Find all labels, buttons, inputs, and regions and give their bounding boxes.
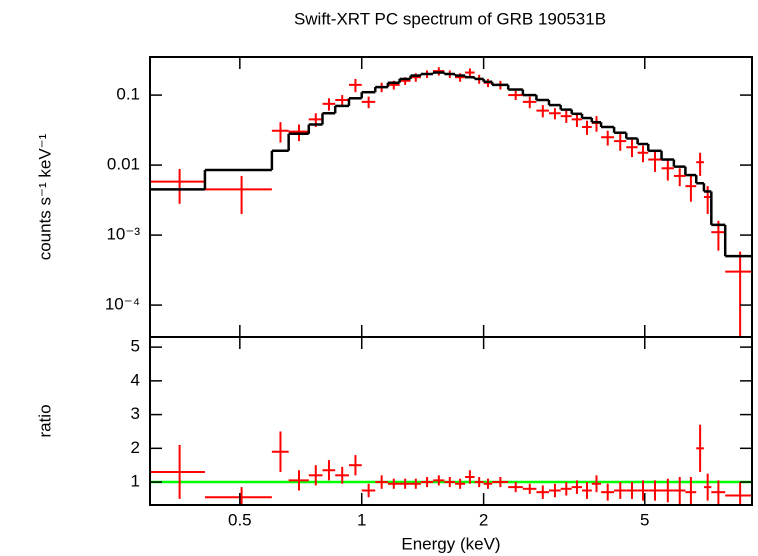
y-tick-label: 1 — [131, 472, 140, 491]
plot-frame — [149, 336, 753, 506]
y-tick-label: 2 — [131, 438, 140, 457]
y-tick-label: 10⁻³ — [106, 225, 140, 244]
y-tick-label: 0.01 — [107, 155, 140, 174]
plot-area — [150, 67, 752, 337]
x-axis-label: Energy (keV) — [401, 534, 500, 553]
plot-frame — [149, 56, 753, 338]
y-axis-label: ratio — [35, 404, 54, 437]
x-tick-label: 1 — [357, 510, 366, 529]
y-axis-label: counts s⁻¹ keV⁻¹ — [35, 133, 54, 260]
x-tick-label: 5 — [640, 510, 649, 529]
x-tick-label: 0.5 — [228, 510, 252, 529]
y-tick-label: 4 — [131, 370, 140, 389]
y-tick-label: 10⁻⁴ — [105, 295, 140, 314]
chart-title: Swift-XRT PC spectrum of GRB 190531B — [294, 9, 606, 28]
plot-area — [150, 424, 752, 505]
y-tick-label: 3 — [131, 404, 140, 423]
y-tick-label: 5 — [131, 337, 140, 356]
x-tick-label: 2 — [479, 510, 488, 529]
y-tick-label: 0.1 — [116, 85, 140, 104]
